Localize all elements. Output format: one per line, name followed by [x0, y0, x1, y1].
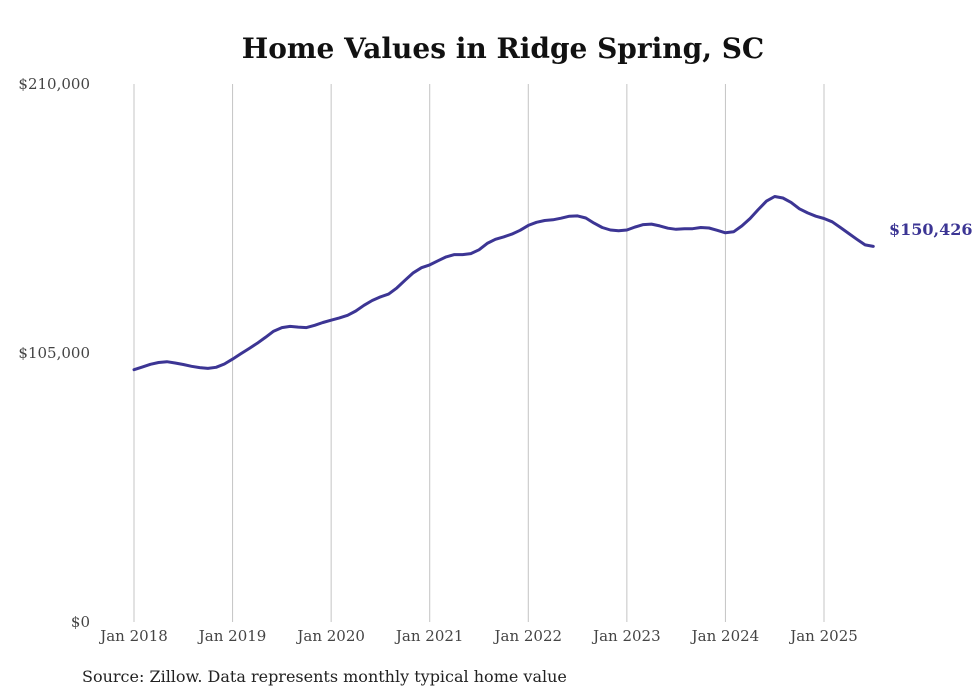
x-tick-label: Jan 2020 — [295, 627, 365, 645]
gridlines — [133, 84, 825, 622]
end-value-label: $150,426 — [889, 220, 973, 239]
y-tick-label: $105,000 — [18, 344, 90, 362]
x-tick-label: Jan 2022 — [493, 627, 563, 645]
x-tick-label: Jan 2019 — [197, 627, 267, 645]
series-layer — [132, 195, 875, 372]
chart-title: Home Values in Ridge Spring, SC — [242, 32, 764, 65]
y-tick-label: $0 — [71, 613, 90, 631]
x-tick-label: Jan 2024 — [690, 627, 760, 645]
x-tick-label: Jan 2018 — [98, 627, 168, 645]
source-note: Source: Zillow. Data represents monthly … — [82, 667, 567, 686]
series-line — [132, 195, 875, 372]
x-tick-label: Jan 2023 — [591, 627, 661, 645]
x-tick-label: Jan 2025 — [788, 627, 858, 645]
y-tick-label: $210,000 — [18, 75, 90, 93]
x-axis-ticks: Jan 2018 Jan 2019 Jan 2020 Jan 2021 Jan 2022… — [98, 627, 858, 645]
y-axis-ticks: $0 $105,000 $210,000 — [18, 75, 90, 631]
x-tick-label: Jan 2021 — [394, 627, 464, 645]
